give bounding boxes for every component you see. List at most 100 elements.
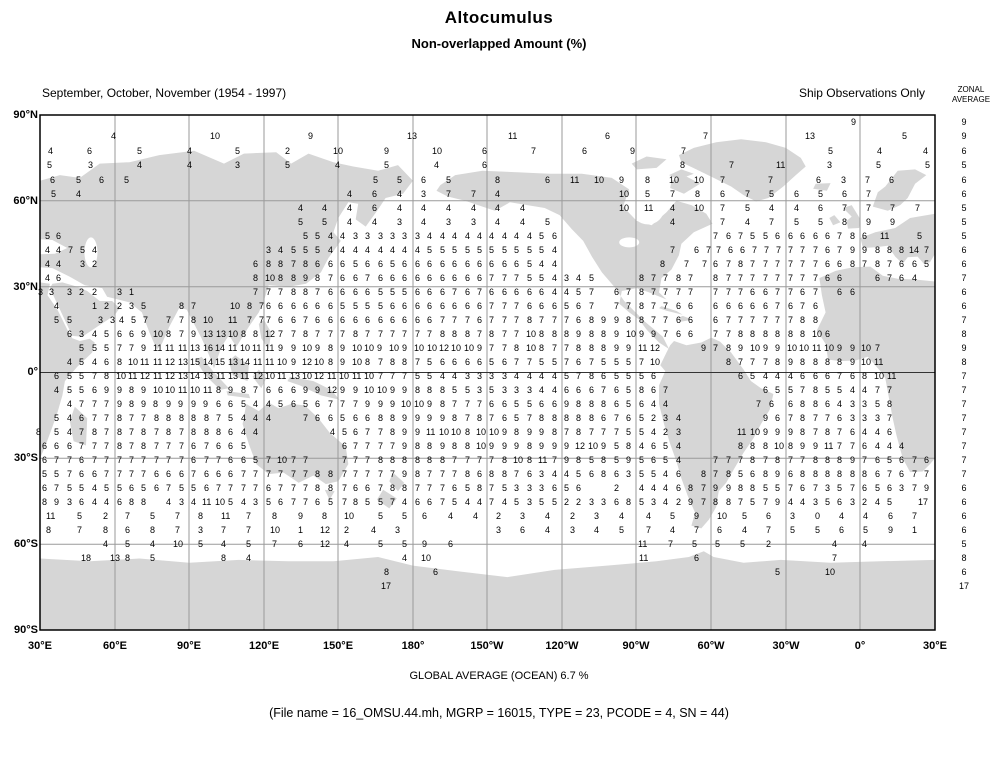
grid-value: 6 [576,385,582,395]
grid-value: 7 [887,469,893,479]
grid-value: 7 [663,287,669,297]
grid-value: 10 [451,427,462,437]
grid-value: 7 [166,315,172,325]
grid-value: 7 [701,497,707,507]
grid-value: 7 [303,469,309,479]
grid-value: 8 [639,315,645,325]
grid-value: 6 [427,315,433,325]
grid-value: 7 [378,371,384,381]
grid-value: 14 [215,343,226,353]
grid-value: 4 [875,427,881,437]
grid-value: 9 [303,385,309,395]
grid-value: 6 [99,175,105,185]
grid-value: 5 [104,329,110,339]
grid-value: 7 [825,413,831,423]
grid-value: 4 [465,497,471,507]
grid-value: 7 [77,525,83,535]
grid-value: 10 [861,343,872,353]
grid-value: 5 [291,245,297,255]
zonal-average-value: 7 [961,413,967,423]
grid-value: 3 [527,385,533,395]
grid-value: 3 [471,217,477,227]
grid-value: 6 [738,371,744,381]
grid-value: 6 [514,259,520,269]
grid-value: 7 [775,301,781,311]
grid-value: 7 [452,315,458,325]
grid-value: 8 [179,301,185,311]
grid-value: 9 [763,343,769,353]
grid-value: 9 [688,497,694,507]
grid-value: 7 [365,455,371,465]
grid-value: 7 [813,245,819,255]
grid-value: 7 [465,455,471,465]
grid-value: 5 [117,483,123,493]
grid-value: 7 [79,399,85,409]
grid-value: 7 [246,525,252,535]
grid-value: 6 [589,469,595,479]
grid-value: 8 [837,455,843,465]
grid-value: 10 [476,441,487,451]
grid-value: 10 [228,329,239,339]
grid-value: 5 [514,497,520,507]
grid-value: 6 [763,301,769,311]
grid-value: 5 [589,273,595,283]
grid-value: 7 [278,469,284,479]
grid-value: 11 [253,357,263,367]
grid-value: 6 [378,259,384,269]
grid-value: 4 [527,231,533,241]
grid-value: 6 [614,399,620,409]
grid-value: 7 [651,315,657,325]
grid-value: 6 [482,160,488,170]
grid-value: 6 [92,469,98,479]
grid-value: 9 [402,441,408,451]
grid-value: 8 [738,259,744,269]
grid-value: 5 [527,399,533,409]
x-axis-label: 90°E [177,640,201,652]
grid-value: 5 [502,245,508,255]
zonal-average-value: 8 [961,357,967,367]
grid-value: 7 [788,315,794,325]
grid-value: 7 [340,329,346,339]
grid-value: 8 [104,371,110,381]
grid-value: 6 [415,259,421,269]
grid-value: 4 [923,146,929,156]
grid-value: 8 [103,525,109,535]
grid-value: 3 [514,483,520,493]
zonal-average-line2: AVERAGE [951,95,991,104]
grid-value: 1 [129,287,135,297]
grid-value: 6 [889,175,895,185]
grid-value: 7 [729,160,735,170]
grid-value: 10 [344,511,355,521]
grid-value: 4 [347,203,353,213]
grid-value: 7 [221,525,227,535]
grid-value: 7 [552,343,558,353]
grid-value: 10 [302,371,313,381]
grid-value: 10 [277,357,288,367]
grid-value: 5 [527,273,533,283]
zonal-average-value: 8 [961,329,967,339]
grid-value: 6 [850,287,856,297]
grid-value: 5 [763,483,769,493]
grid-value: 5 [278,399,284,409]
grid-value: 8 [204,427,210,437]
grid-value: 11 [228,343,238,353]
grid-value: 6 [899,273,905,283]
grid-value: 14 [240,357,251,367]
grid-value: 9 [141,329,147,339]
grid-value: 8 [390,455,396,465]
grid-value: 4 [440,231,446,241]
grid-value: 6 [340,287,346,297]
grid-value: 5 [378,301,384,311]
grid-value: 3 [179,497,185,507]
grid-value: 7 [552,315,558,325]
grid-value: 5 [875,483,881,493]
grid-value: 6 [576,483,582,493]
grid-value: 6 [353,315,359,325]
grid-value: 7 [402,371,408,381]
grid-value: 9 [141,399,147,409]
grid-value: 6 [365,259,371,269]
grid-value: 3 [589,497,595,507]
grid-value: 6 [564,385,570,395]
grid-value: 6 [639,399,645,409]
grid-value: 6 [79,497,85,507]
